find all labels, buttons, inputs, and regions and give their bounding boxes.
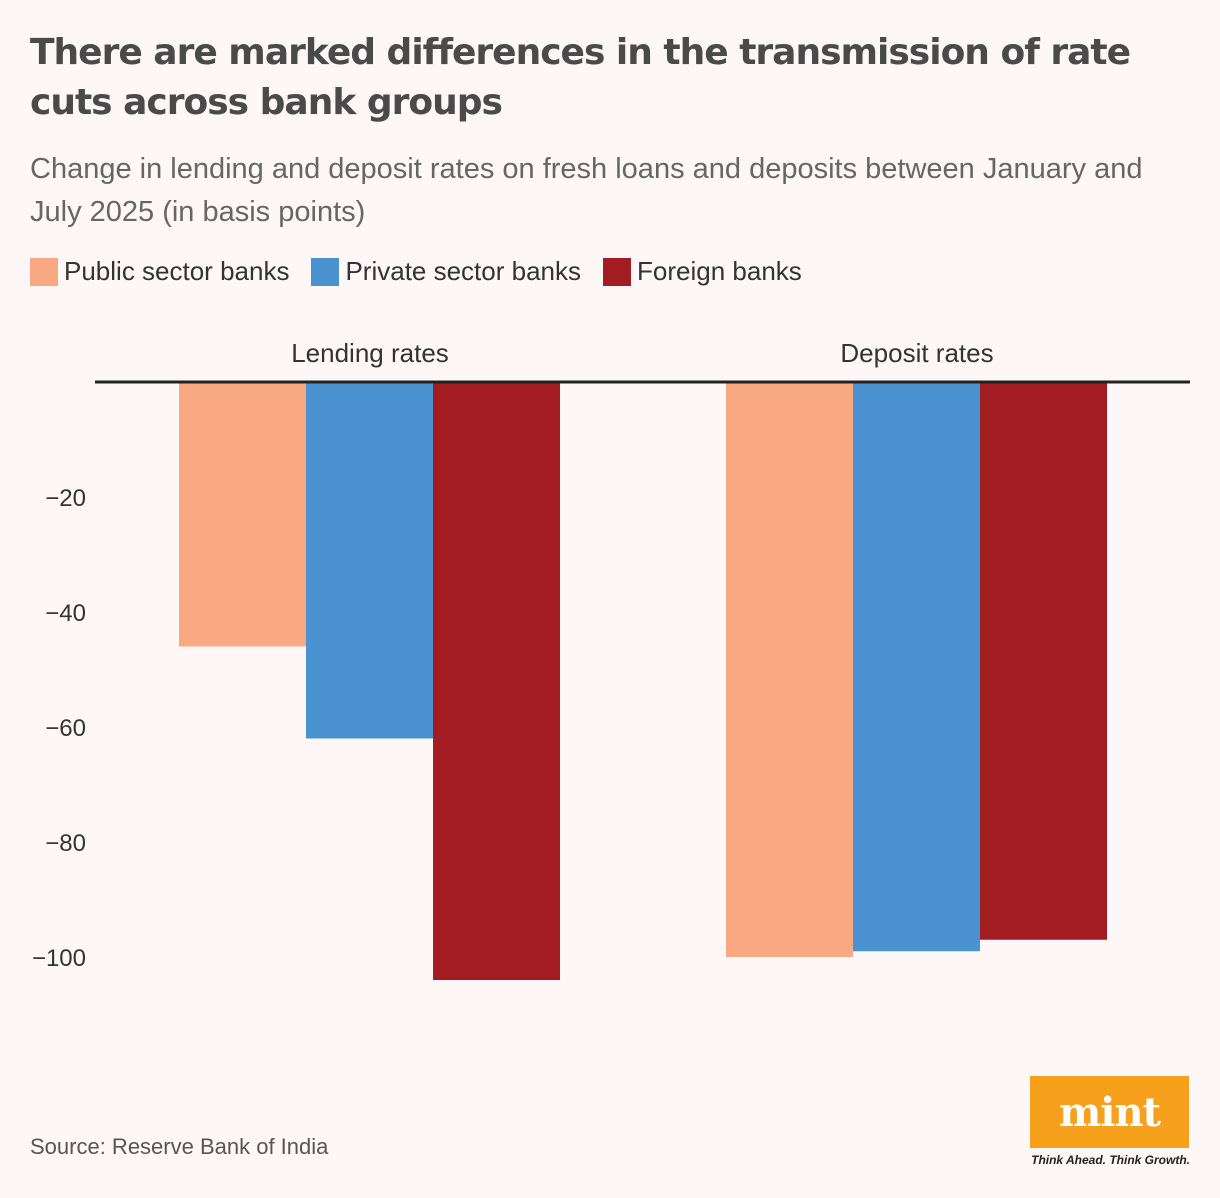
legend-swatch-foreign — [603, 257, 632, 286]
bar-lending-rates-public-sector-banks — [179, 382, 306, 647]
bar-deposit-rates-foreign-banks — [980, 382, 1107, 940]
bar-chart: Lending rates Deposit rates −20 −40 −60 −80 −1… — [32, 338, 1190, 980]
bar-lending-rates-foreign-banks — [433, 382, 560, 980]
legend-label-foreign: Foreign banks — [637, 256, 802, 286]
chart-title: There are marked differences in the tran… — [30, 32, 1131, 123]
category-label-lending-rates: Lending rates — [291, 338, 449, 368]
chart-subtitle: Change in lending and deposit rates on f… — [30, 153, 1143, 228]
bar-deposit-rates-public-sector-banks — [726, 382, 853, 957]
y-tick-label: −80 — [45, 830, 86, 857]
y-tick-label: −40 — [45, 600, 86, 627]
legend-label-public: Public sector banks — [64, 256, 290, 286]
mint-logo: mint — [1030, 1076, 1189, 1148]
legend-swatch-private — [311, 257, 340, 286]
legend-swatch-public — [30, 257, 58, 286]
y-tick-label: −60 — [45, 715, 86, 742]
bar-deposit-rates-private-sector-banks — [853, 382, 980, 952]
y-tick-label: −100 — [32, 945, 86, 972]
mint-logo-text: mint — [1058, 1088, 1161, 1136]
legend-label-private: Private sector banks — [345, 256, 582, 286]
bar-lending-rates-private-sector-banks — [306, 382, 433, 739]
category-label-deposit-rates: Deposit rates — [840, 338, 993, 368]
mint-tagline: Think Ahead. Think Growth. — [1031, 1153, 1190, 1167]
source-note: Source: Reserve Bank of India — [30, 1134, 329, 1159]
legend-item-private: Private sector banks — [311, 256, 581, 287]
chart-legend: Public sector banks Private sector banks… — [30, 256, 824, 287]
legend-item-foreign: Foreign banks — [603, 256, 802, 287]
y-tick-label: −20 — [45, 485, 86, 512]
legend-item-public: Public sector banks — [30, 256, 289, 287]
